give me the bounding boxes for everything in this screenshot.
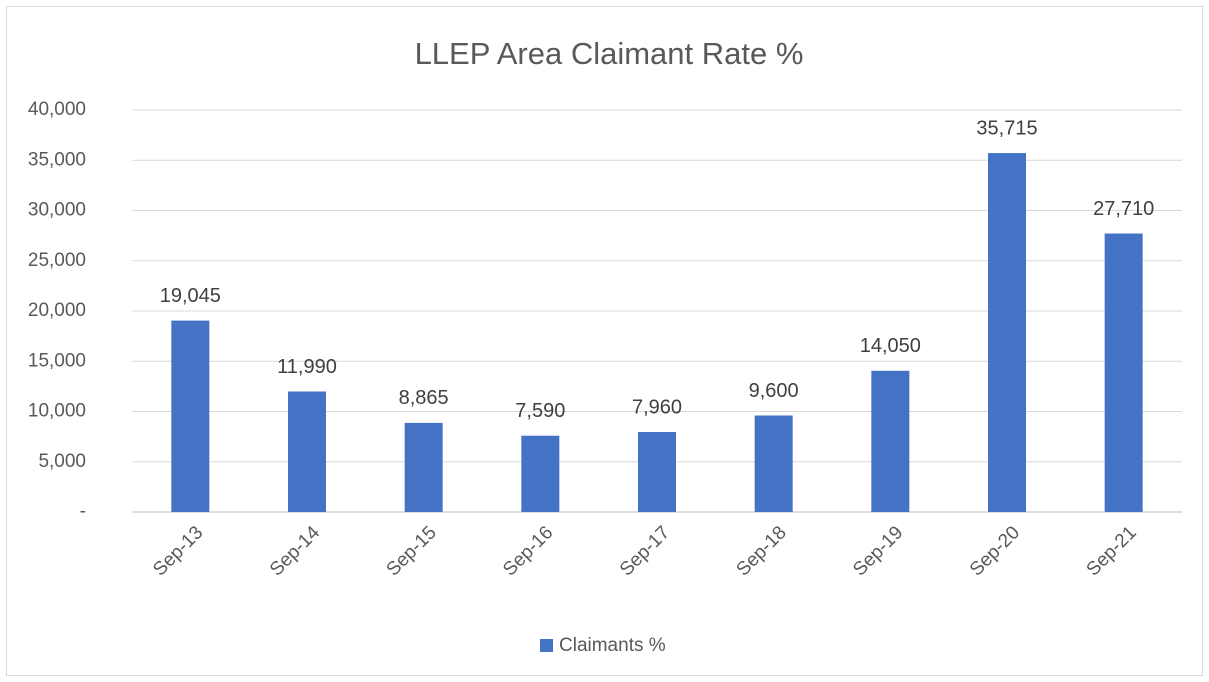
bar [871, 370, 910, 512]
y-tick-label: 35,000 [28, 149, 86, 170]
data-label: 7,590 [515, 400, 565, 422]
chart-title: LLEP Area Claimant Rate % [415, 36, 804, 71]
data-label: 11,990 [277, 356, 337, 378]
bar [754, 415, 793, 512]
bar [988, 153, 1026, 512]
data-label: 19,045 [160, 285, 221, 307]
bar [288, 391, 326, 512]
bar [404, 422, 443, 512]
data-label: 27,710 [1093, 198, 1154, 220]
y-tick-label: - [80, 501, 86, 522]
legend-label: Claimants % [559, 635, 666, 656]
y-tick-label: 10,000 [28, 401, 86, 422]
y-tick-label: 20,000 [28, 300, 86, 321]
data-label: 35,715 [976, 117, 1037, 139]
bar [638, 432, 676, 512]
data-label: 14,050 [860, 335, 921, 357]
data-label: 7,960 [632, 396, 682, 418]
legend-swatch [540, 639, 553, 652]
y-tick-label: 15,000 [28, 350, 86, 371]
bar [521, 435, 560, 512]
y-tick-label: 40,000 [28, 99, 86, 120]
data-label: 9,600 [749, 380, 799, 402]
data-label: 8,865 [399, 387, 449, 409]
bar [1104, 233, 1143, 512]
bar [171, 320, 210, 512]
y-tick-label: 5,000 [38, 451, 86, 472]
y-tick-label: 25,000 [28, 250, 86, 271]
y-tick-label: 30,000 [28, 200, 86, 221]
